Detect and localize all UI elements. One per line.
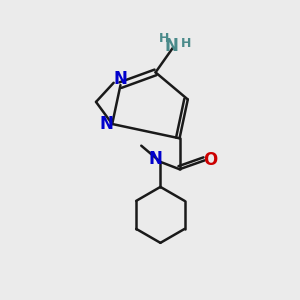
Text: O: O	[203, 151, 218, 169]
Text: N: N	[113, 70, 128, 88]
Text: N: N	[100, 115, 114, 133]
Text: N: N	[165, 37, 179, 55]
Text: N: N	[148, 150, 162, 168]
Text: H: H	[159, 32, 170, 45]
Text: H: H	[180, 37, 191, 50]
